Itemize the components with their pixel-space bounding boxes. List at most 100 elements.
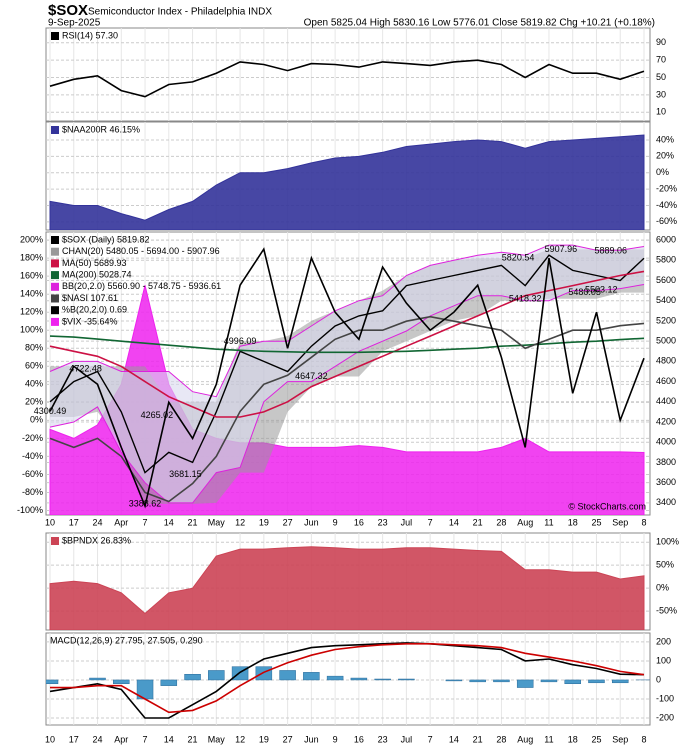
histogram-bar <box>611 679 629 684</box>
y-tick-label: 20% <box>656 151 674 161</box>
x-tick-label: 14 <box>449 734 459 744</box>
x-tick-label: 11 <box>544 517 553 527</box>
legend-label: MA(50) 5689.93 <box>62 258 127 268</box>
legend-label: $NASI 107.61 <box>62 293 118 303</box>
legend-label: $SOX (Daily) 5819.82 <box>62 234 150 244</box>
x-tick-label: 7 <box>428 517 433 527</box>
area <box>49 134 645 230</box>
legend-swatch <box>51 126 59 134</box>
x-tick-label: 21 <box>473 734 483 744</box>
y-tick-label: -40% <box>22 451 43 461</box>
credit: © StockCharts.com <box>568 501 646 511</box>
plot-area <box>46 122 650 230</box>
legend-swatch <box>51 236 59 244</box>
y-tick-label: 3400 <box>656 497 676 507</box>
y-tick-label: 100% <box>20 325 43 335</box>
legend-swatch <box>51 259 59 268</box>
histogram-bar <box>279 670 296 681</box>
y-tick-label: 70 <box>656 55 666 65</box>
legend-swatch <box>51 294 59 303</box>
histogram-bar <box>303 672 320 681</box>
x-tick-label: Jul <box>401 734 413 744</box>
plot-area <box>46 633 650 725</box>
x-tick-label: 24 <box>93 517 103 527</box>
y-tick-label: -40% <box>656 200 677 210</box>
histogram-bar <box>398 678 415 681</box>
x-tick-label: 17 <box>69 517 79 527</box>
x-tick-label: 9 <box>333 517 338 527</box>
legend-swatch <box>51 282 59 291</box>
histogram-bar <box>46 679 59 685</box>
x-tick-label: Apr <box>114 517 128 527</box>
y-tick-label: 4200 <box>656 416 676 426</box>
x-tick-label: 14 <box>449 517 459 527</box>
x-tick-label: Jul <box>401 517 413 527</box>
x-tick-label: 7 <box>143 517 148 527</box>
x-tick-label: 27 <box>283 734 293 744</box>
line <box>50 643 645 714</box>
x-tick-label: 16 <box>354 517 364 527</box>
plot-area <box>46 533 650 630</box>
panel-frame <box>45 632 651 726</box>
price-annotation: 5418.32 <box>509 293 542 303</box>
histogram-bar <box>445 679 463 682</box>
x-tick-label: 8 <box>641 734 646 744</box>
y-tick-label: 5600 <box>656 275 676 285</box>
price-annotation: 3681.15 <box>169 469 202 479</box>
legend-label: %B(20,2.0) 0.69 <box>62 305 127 315</box>
y-tick-label: 4800 <box>656 356 676 366</box>
x-tick-label: 14 <box>164 517 174 527</box>
legend-label: RSI(14) 57.30 <box>62 30 118 40</box>
line <box>49 59 645 98</box>
x-tick-label: 8 <box>641 517 646 527</box>
plot-area <box>46 232 650 515</box>
line <box>49 335 645 354</box>
y-tick-label: -60% <box>656 216 677 226</box>
x-tick-label: 18 <box>568 517 578 527</box>
y-tick-label: -80% <box>22 487 43 497</box>
y-tick-label: 120% <box>20 307 43 317</box>
y-tick-label: 5200 <box>656 315 676 325</box>
price-annotation: 5503.12 <box>585 285 618 295</box>
y-tick-label: 6000 <box>656 234 676 244</box>
y-tick-label: 5000 <box>656 336 676 346</box>
x-tick-label: 14 <box>164 734 174 744</box>
x-tick-label: 21 <box>188 734 198 744</box>
x-tick-label: 17 <box>69 734 79 744</box>
y-tick-label: 100 <box>656 655 671 665</box>
legend-swatch <box>51 317 59 326</box>
x-tick-label: 27 <box>283 517 293 527</box>
y-tick-label: 5400 <box>656 295 676 305</box>
histogram-bar <box>89 677 106 681</box>
y-tick-label: -20% <box>656 183 677 193</box>
price-annotation: 5889.06 <box>594 246 627 256</box>
histogram-bar <box>516 679 534 688</box>
y-tick-label: -20% <box>22 433 43 443</box>
x-tick-label: Apr <box>114 734 128 744</box>
histogram-bar <box>493 679 510 683</box>
y-tick-label: 100% <box>656 537 679 547</box>
x-tick-label: 24 <box>93 734 103 744</box>
y-tick-label: 200 <box>656 636 671 646</box>
x-tick-label: 10 <box>45 734 55 744</box>
y-tick-label: 200% <box>20 234 43 244</box>
y-tick-label: 10 <box>656 107 666 117</box>
y-tick-label: 140% <box>20 289 43 299</box>
y-tick-label: 20% <box>25 397 43 407</box>
legend-label: $BPNDX 26.83% <box>62 535 131 545</box>
y-tick-label: 3600 <box>656 477 676 487</box>
legend-label: CHAN(20) 5480.05 - 5694.00 - 5907.96 <box>62 246 220 256</box>
price-annotation: 4300.49 <box>34 406 67 416</box>
x-tick-label: 9 <box>333 734 338 744</box>
price-annotation: 4647.32 <box>295 371 328 381</box>
area <box>49 546 645 630</box>
date: 9-Sep-2025 <box>48 18 101 29</box>
legend-swatch <box>51 247 59 256</box>
y-tick-label: 0 <box>656 674 661 684</box>
y-tick-label: 4600 <box>656 376 676 386</box>
histogram-bar <box>588 679 605 684</box>
x-tick-label: 28 <box>496 734 506 744</box>
histogram-bar <box>208 670 225 681</box>
x-tick-label: 7 <box>143 734 148 744</box>
panel-title: MACD(12,26,9) 27.795, 27.505, 0.290 <box>50 635 203 645</box>
